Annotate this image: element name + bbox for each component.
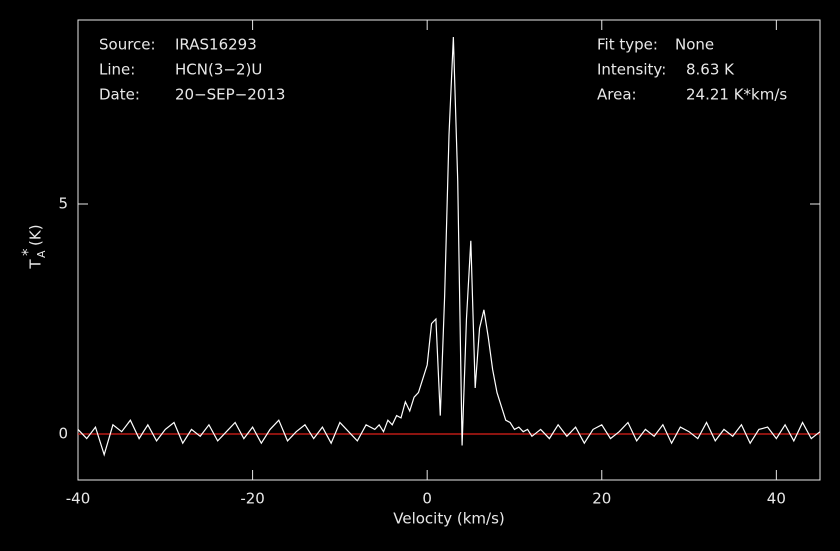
info-value: 24.21 K*km/s [686, 86, 787, 104]
x-tick-label: 40 [767, 490, 786, 508]
x-tick-label: 0 [422, 490, 432, 508]
info-value: 8.63 K [686, 61, 735, 79]
info-label: Line: [99, 61, 135, 79]
info-value: 20−SEP−2013 [175, 86, 285, 104]
info-label: Source: [99, 36, 156, 54]
spectrum-line [77, 36, 821, 457]
info-label: Date: [99, 86, 140, 104]
y-label-unit: (K) [27, 224, 45, 246]
x-tick-label: 20 [592, 490, 611, 508]
info-label: Intensity: [597, 61, 666, 79]
x-axis-label: Velocity (km/s) [393, 510, 504, 528]
info-value: HCN(3−2)U [175, 61, 262, 79]
y-tick-label: 5 [58, 195, 68, 213]
x-tick-label: -40 [66, 490, 91, 508]
info-value: None [675, 36, 714, 54]
y-label-sup: * [19, 248, 37, 256]
y-tick-label: 0 [58, 425, 68, 443]
y-label-sub: A [35, 250, 48, 258]
info-value: IRAS16293 [175, 36, 257, 54]
y-label-main: T [27, 259, 45, 270]
x-tick-label: -20 [240, 490, 265, 508]
plot-frame [77, 19, 821, 481]
info-label: Area: [597, 86, 637, 104]
y-axis-label: T * A (K) [19, 224, 49, 269]
info-label: Fit type: [597, 36, 658, 54]
